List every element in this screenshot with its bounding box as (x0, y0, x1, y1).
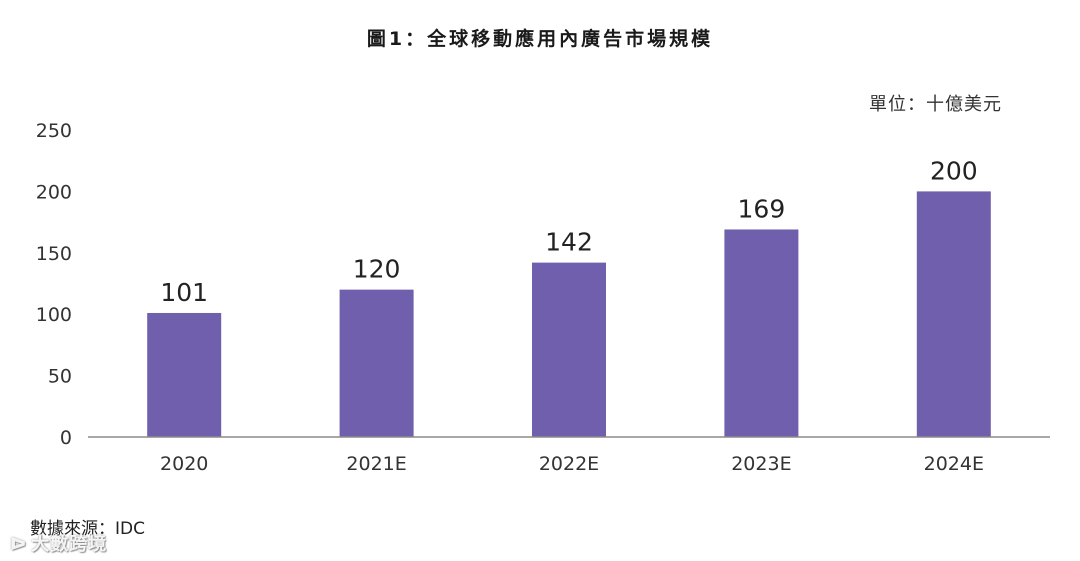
y-tick-label: 250 (36, 120, 72, 142)
bar (532, 262, 606, 437)
bar (147, 312, 222, 437)
y-tick-label: 200 (36, 181, 72, 203)
chart-title: 圖1：全球移動應用內廣告市場規模 (366, 28, 714, 50)
y-tick-label: 0 (60, 427, 72, 449)
bar-value-label: 200 (930, 156, 978, 185)
bar-value-label: 101 (160, 278, 208, 307)
y-tick-label: 100 (36, 304, 72, 326)
unit-label: 單位：十億美元 (869, 94, 1002, 115)
bar-value-label: 142 (545, 228, 593, 257)
logo-glyph-icon: ᐅ (10, 534, 28, 555)
bar-value-label: 120 (353, 255, 401, 284)
x-tick-label: 2021E (346, 453, 406, 475)
watermark: ᐅ 大數跨境 (10, 530, 107, 556)
x-tick-label: 2020 (160, 453, 208, 475)
y-tick-label: 50 (48, 366, 72, 388)
bar-value-label: 169 (738, 194, 786, 223)
y-tick-label: 150 (36, 243, 72, 265)
watermark-text: 大數跨境 (31, 534, 108, 555)
x-tick-label: 2023E (731, 453, 791, 475)
source-note: 數據來源：IDC (30, 519, 145, 539)
x-tick-label: 2022E (539, 453, 599, 475)
bar (724, 229, 799, 437)
bar (916, 191, 991, 437)
x-tick-label: 2024E (924, 453, 984, 475)
bar (339, 289, 414, 437)
